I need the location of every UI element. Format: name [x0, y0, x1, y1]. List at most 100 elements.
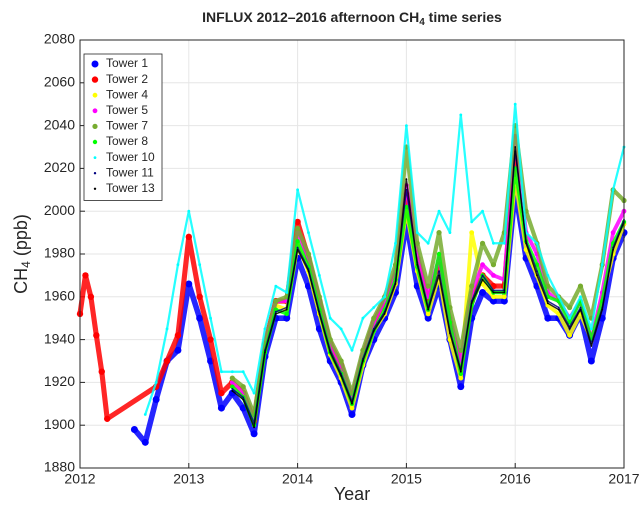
data-point	[165, 327, 169, 331]
data-point	[252, 391, 256, 395]
data-point	[130, 425, 138, 433]
data-point	[544, 314, 552, 322]
data-point	[230, 384, 235, 389]
data-point	[229, 375, 235, 381]
data-point	[285, 291, 289, 294]
data-point	[425, 311, 431, 317]
data-point	[371, 315, 377, 321]
data-point	[339, 327, 343, 331]
y-tick-label: 1880	[44, 459, 75, 475]
data-point	[470, 302, 473, 305]
data-point	[241, 370, 245, 374]
data-point	[218, 389, 225, 397]
legend-marker	[92, 139, 98, 145]
legend-label: Tower 4	[106, 87, 148, 101]
data-point	[579, 306, 582, 309]
chart-title: INFLUX 2012–2016 afternoon CH4 time seri…	[202, 9, 502, 28]
data-point	[405, 124, 408, 127]
data-point	[481, 209, 484, 213]
x-tick-label: 2012	[64, 471, 95, 487]
data-point	[458, 371, 463, 377]
data-point	[612, 248, 615, 251]
data-point	[490, 262, 497, 268]
y-tick-label: 1960	[44, 288, 75, 304]
data-point	[87, 293, 95, 300]
data-point	[296, 188, 299, 192]
data-point	[436, 230, 442, 236]
data-point	[579, 308, 582, 311]
legend-marker	[93, 172, 97, 175]
y-tick-label: 2040	[44, 116, 75, 132]
series	[231, 146, 625, 429]
data-point	[296, 248, 299, 251]
y-tick-label: 2000	[44, 202, 75, 218]
title-end: time series	[425, 9, 502, 25]
data-point	[285, 308, 288, 311]
data-point	[187, 209, 191, 213]
data-point	[500, 297, 508, 305]
legend-label: Tower 13	[106, 181, 155, 195]
data-point	[545, 283, 551, 289]
y-tick-label: 2020	[44, 159, 75, 175]
data-point	[217, 404, 225, 412]
data-point	[295, 238, 300, 244]
data-point	[611, 188, 615, 192]
data-point	[492, 241, 495, 245]
data-point	[568, 328, 571, 330]
data-point	[405, 178, 408, 181]
title-main: INFLUX 2012–2016 afternoon CH	[202, 9, 419, 25]
legend-label: Tower 2	[106, 72, 148, 86]
data-point	[600, 263, 604, 267]
data-point	[82, 272, 89, 279]
data-point	[294, 218, 301, 226]
data-point	[590, 345, 593, 347]
data-point	[174, 332, 182, 339]
y-tick-label: 1920	[44, 373, 75, 389]
data-point	[469, 283, 475, 289]
data-point	[557, 295, 561, 299]
data-point	[567, 304, 573, 311]
data-point	[283, 314, 291, 322]
data-point	[503, 291, 506, 294]
data-point	[295, 225, 301, 231]
data-point	[242, 398, 245, 401]
ylabel-main: CH	[11, 268, 31, 294]
legend-label: Tower 11	[106, 165, 154, 179]
data-point	[425, 283, 431, 289]
data-point	[296, 246, 299, 249]
data-point	[196, 314, 204, 322]
data-point	[231, 390, 234, 392]
data-point	[231, 387, 234, 390]
data-point	[610, 230, 616, 236]
data-point	[263, 327, 267, 331]
data-point	[557, 308, 560, 311]
ylabel-end: (ppb)	[11, 214, 31, 261]
data-point	[416, 263, 419, 266]
data-point	[154, 381, 158, 384]
data-point	[426, 241, 430, 245]
legend-label: Tower 7	[106, 119, 148, 133]
data-point	[438, 270, 440, 273]
legend-label: Tower 1	[106, 56, 148, 70]
legend-label: Tower 5	[106, 103, 148, 117]
data-point	[198, 263, 202, 267]
data-point	[274, 284, 278, 288]
series-trace	[132, 187, 627, 446]
data-point	[329, 351, 332, 354]
y-axis-label: CH4 (ppb)	[11, 214, 33, 294]
data-point	[577, 283, 584, 289]
data-point	[546, 302, 549, 305]
title-sub: 4	[419, 17, 425, 28]
data-point	[459, 113, 463, 117]
data-point	[141, 438, 149, 446]
data-point	[414, 240, 420, 246]
legend-label: Tower 10	[106, 150, 155, 164]
data-point	[514, 146, 517, 148]
data-point	[240, 384, 246, 390]
data-point	[242, 396, 245, 399]
data-point	[449, 332, 451, 335]
data-point	[317, 274, 321, 277]
data-point	[305, 251, 312, 257]
